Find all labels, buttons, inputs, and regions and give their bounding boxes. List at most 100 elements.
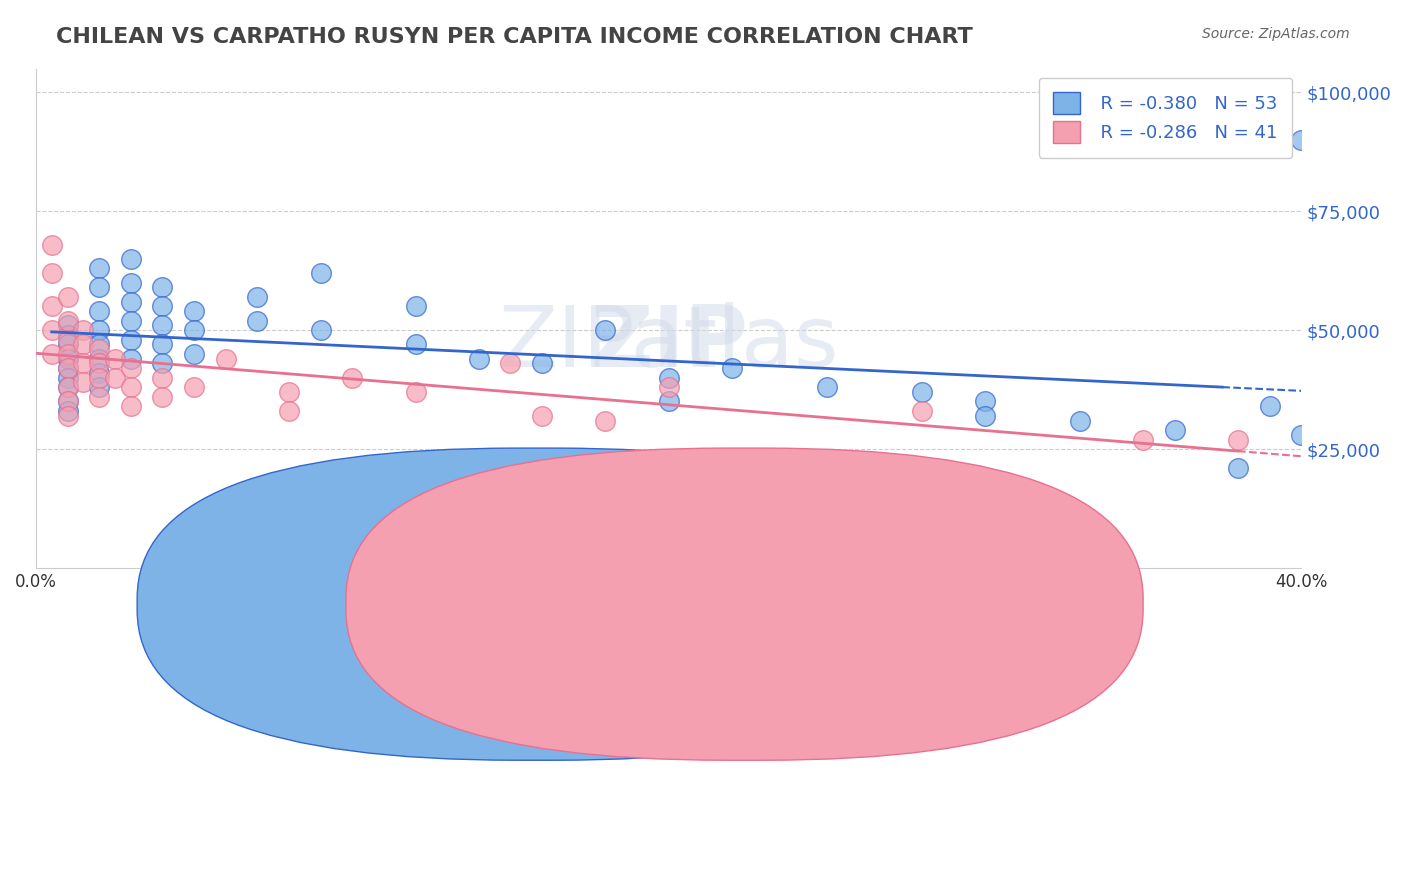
- Point: [152, 280, 174, 294]
- Point: [595, 413, 617, 427]
- Point: [89, 342, 111, 356]
- Point: [56, 404, 79, 418]
- Point: [152, 318, 174, 333]
- Point: [120, 399, 142, 413]
- Point: [120, 361, 142, 376]
- Point: [152, 337, 174, 351]
- Point: [595, 323, 617, 337]
- Point: [120, 276, 142, 290]
- Point: [56, 394, 79, 409]
- Text: Source: ZipAtlas.com: Source: ZipAtlas.com: [1202, 27, 1350, 41]
- Point: [41, 347, 63, 361]
- Point: [1291, 133, 1313, 147]
- Point: [120, 351, 142, 366]
- Point: [120, 294, 142, 309]
- Point: [911, 404, 934, 418]
- Point: [309, 323, 332, 337]
- Point: [215, 351, 238, 366]
- Point: [246, 313, 269, 327]
- Point: [56, 370, 79, 384]
- Point: [499, 356, 522, 370]
- Point: [405, 384, 427, 399]
- Point: [120, 380, 142, 394]
- Point: [56, 351, 79, 366]
- Point: [41, 323, 63, 337]
- Point: [1132, 433, 1154, 447]
- Point: [1227, 433, 1250, 447]
- Point: [152, 390, 174, 404]
- Text: Chileans: Chileans: [557, 589, 628, 607]
- Point: [72, 337, 94, 351]
- Point: [89, 390, 111, 404]
- Point: [183, 304, 205, 318]
- Point: [89, 351, 111, 366]
- Point: [658, 394, 681, 409]
- Point: [72, 323, 94, 337]
- Point: [56, 327, 79, 342]
- Point: [89, 280, 111, 294]
- Point: [72, 376, 94, 390]
- Point: [56, 313, 79, 327]
- FancyBboxPatch shape: [138, 448, 935, 760]
- Text: ZIPatlas: ZIPatlas: [498, 301, 839, 384]
- Point: [56, 361, 79, 376]
- Point: [89, 261, 111, 276]
- Point: [89, 380, 111, 394]
- Point: [152, 356, 174, 370]
- Point: [72, 356, 94, 370]
- Point: [911, 384, 934, 399]
- Point: [658, 370, 681, 384]
- Point: [56, 380, 79, 394]
- Point: [183, 380, 205, 394]
- Point: [531, 409, 554, 423]
- Point: [974, 409, 997, 423]
- Point: [120, 313, 142, 327]
- Point: [56, 318, 79, 333]
- Point: [342, 370, 364, 384]
- Point: [120, 333, 142, 347]
- Point: [183, 347, 205, 361]
- Point: [278, 384, 301, 399]
- Point: [104, 351, 127, 366]
- Point: [120, 252, 142, 266]
- Point: [815, 380, 838, 394]
- Point: [309, 266, 332, 280]
- Point: [89, 370, 111, 384]
- Text: Carpatho Rusyns: Carpatho Rusyns: [724, 589, 866, 607]
- Point: [1227, 461, 1250, 475]
- Point: [89, 323, 111, 337]
- Point: [1291, 427, 1313, 442]
- Point: [183, 323, 205, 337]
- Point: [89, 366, 111, 380]
- Point: [56, 347, 79, 361]
- Point: [56, 409, 79, 423]
- Point: [56, 333, 79, 347]
- Point: [531, 356, 554, 370]
- Text: ZIP: ZIP: [589, 301, 748, 384]
- Point: [89, 337, 111, 351]
- Point: [41, 299, 63, 313]
- Point: [56, 290, 79, 304]
- Point: [405, 299, 427, 313]
- Point: [89, 356, 111, 370]
- Point: [41, 237, 63, 252]
- Point: [152, 370, 174, 384]
- Point: [974, 394, 997, 409]
- FancyBboxPatch shape: [346, 448, 1143, 760]
- Point: [56, 337, 79, 351]
- Text: CHILEAN VS CARPATHO RUSYN PER CAPITA INCOME CORRELATION CHART: CHILEAN VS CARPATHO RUSYN PER CAPITA INC…: [56, 27, 973, 46]
- Point: [405, 337, 427, 351]
- Point: [56, 394, 79, 409]
- Point: [56, 380, 79, 394]
- Point: [1164, 423, 1187, 437]
- Point: [246, 290, 269, 304]
- Point: [152, 299, 174, 313]
- Point: [1069, 413, 1091, 427]
- Legend:   R = -0.380   N = 53,   R = -0.286   N = 41: R = -0.380 N = 53, R = -0.286 N = 41: [1039, 78, 1292, 158]
- Point: [468, 351, 491, 366]
- Point: [56, 361, 79, 376]
- Point: [721, 361, 744, 376]
- Point: [278, 404, 301, 418]
- Point: [41, 266, 63, 280]
- Point: [1258, 399, 1281, 413]
